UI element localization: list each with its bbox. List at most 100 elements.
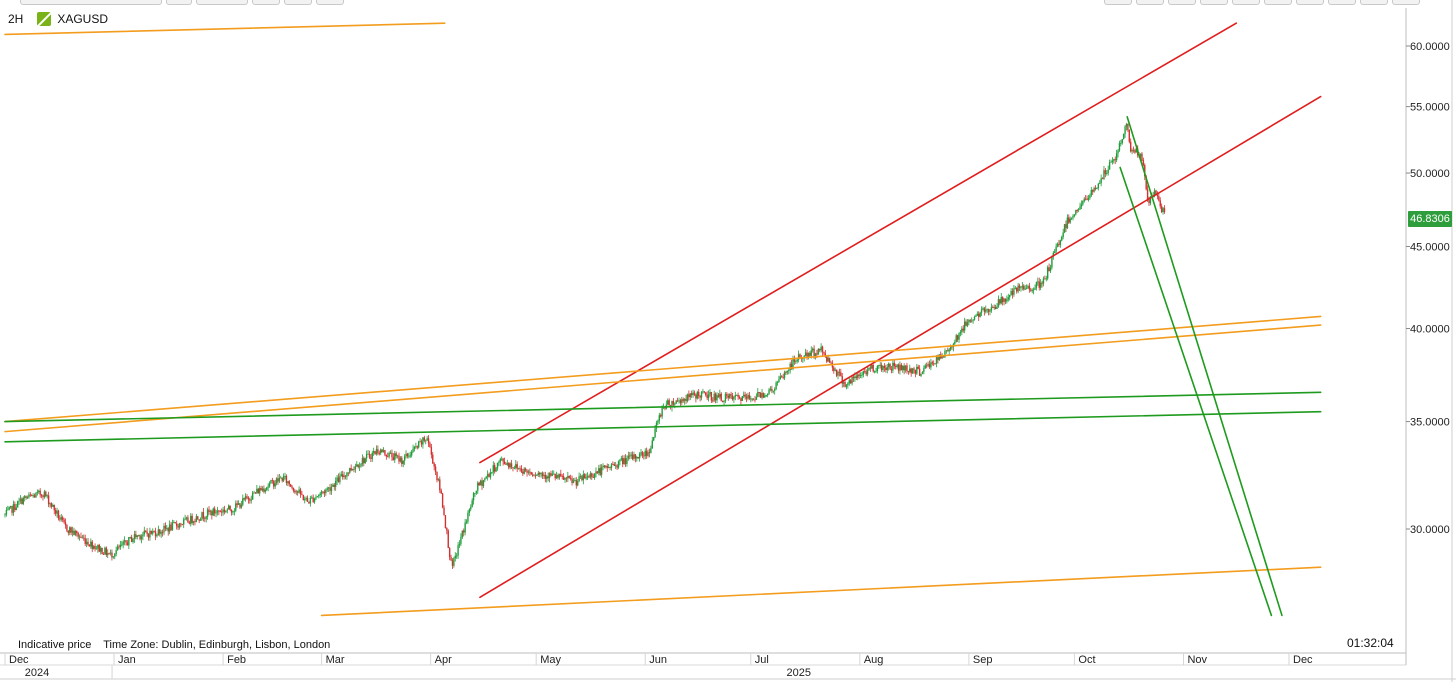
candle-body (976, 313, 979, 316)
candle-body (925, 365, 928, 367)
candle-body (175, 523, 178, 527)
candle-body (617, 461, 620, 468)
candle-body (1135, 148, 1138, 153)
toolbar-button[interactable] (1296, 0, 1324, 5)
candle-body (439, 479, 441, 491)
candle-body (305, 497, 307, 500)
interval-label[interactable]: 2H (8, 12, 24, 26)
candle-body (824, 353, 827, 357)
orange-trendline[interactable] (4, 22, 446, 36)
green-trendline[interactable] (1119, 166, 1273, 617)
candle-body (1032, 289, 1035, 291)
candle-body (312, 497, 314, 502)
orange-trendline[interactable] (320, 566, 1322, 617)
toolbar-button[interactable] (252, 0, 280, 5)
candle-body (1089, 195, 1091, 199)
toolbar-button[interactable] (166, 0, 192, 5)
candle-body (4, 514, 6, 516)
toolbar-button[interactable] (1232, 0, 1260, 5)
candle-body (1027, 285, 1029, 289)
candle-body (330, 486, 333, 491)
toolbar-button[interactable] (1392, 0, 1420, 5)
candle-body (69, 527, 71, 533)
candle-body (942, 355, 945, 358)
toolbar-button[interactable] (196, 0, 248, 5)
candle-body (80, 536, 82, 538)
candle-body (890, 369, 893, 371)
candle-body (809, 353, 811, 356)
toolbar-button[interactable] (1168, 0, 1196, 5)
candle-body (1160, 206, 1163, 212)
candle-body (57, 510, 60, 519)
candle-body (567, 476, 569, 479)
time-tick-label: Aug (864, 654, 884, 666)
toolbar-button[interactable] (1200, 0, 1228, 5)
candle-body (174, 522, 176, 524)
green-trendline[interactable] (1126, 116, 1283, 617)
candle-body (944, 350, 946, 358)
candle-body (1003, 298, 1005, 303)
orange-trendline[interactable] (4, 315, 1322, 423)
candle-body (771, 388, 773, 392)
candle-body (996, 306, 998, 309)
candle-body (401, 457, 403, 464)
symbol-label[interactable]: XAGUSD (57, 12, 109, 26)
toolbar-button[interactable] (1328, 0, 1356, 5)
toolbar-button[interactable] (316, 0, 344, 5)
candle-body (461, 530, 464, 538)
candle-body (8, 507, 10, 510)
plot-area[interactable] (3, 8, 1406, 653)
candle-body (95, 548, 98, 550)
candle-body (219, 511, 221, 513)
candle-body (190, 515, 192, 524)
candle-body (582, 474, 585, 481)
candle-body (692, 392, 694, 396)
candle-body (406, 453, 409, 457)
candle-body (363, 458, 365, 464)
candle-body (668, 400, 670, 406)
candle-body (463, 530, 465, 533)
candle-body (471, 500, 473, 508)
price-axis[interactable]: 60.0000 55.0000 50.0000 45.0000 40.0000 35.00… (1406, 41, 1450, 536)
candle-body (945, 350, 948, 352)
candle-body (633, 454, 635, 459)
orange-trendline[interactable] (4, 324, 1322, 433)
candle-body (764, 395, 766, 398)
candle-body (498, 462, 500, 464)
candle-body (114, 554, 116, 557)
red-trendline[interactable] (479, 22, 1238, 464)
toolbar-button[interactable] (284, 0, 312, 5)
toolbar-button[interactable] (1136, 0, 1164, 5)
red-trendline[interactable] (479, 95, 1322, 599)
candle-body (226, 509, 229, 511)
toolbar-button[interactable] (1264, 0, 1292, 5)
toolbar-button[interactable] (1104, 0, 1132, 5)
time-tick-label: Jun (649, 654, 667, 666)
candle-body (813, 348, 815, 357)
candle-body (1044, 278, 1046, 280)
clock: 01:32:04 (1347, 636, 1394, 650)
time-axis[interactable]: Dec Jan Feb Mar Apr May Jun Jul Aug Sep Oct Nov Dec2… (4, 653, 1313, 679)
candle-body (467, 512, 469, 522)
candle-body (239, 503, 241, 508)
toolbar-button[interactable] (1360, 0, 1388, 5)
timezone-label: Time Zone: Dublin, Edinburgh, Lisbon, Lo… (103, 639, 331, 651)
candle-body (308, 501, 310, 504)
candle-body (280, 477, 282, 479)
toolbar-button[interactable] (20, 0, 162, 5)
candle-body (392, 457, 395, 461)
trendlines-layer[interactable] (4, 22, 1322, 617)
candle-body (1099, 183, 1101, 184)
candle-body (1129, 141, 1132, 152)
candle-body (985, 309, 987, 312)
candle-body (14, 504, 16, 510)
candle-body (1028, 285, 1031, 290)
candle-body (743, 394, 745, 397)
price-tick-label: 30.0000 (1410, 524, 1450, 536)
candle-body (878, 365, 880, 366)
green-trendline[interactable] (4, 391, 1322, 423)
candle-body (1021, 285, 1024, 288)
candle-body (137, 535, 140, 536)
green-trendline[interactable] (4, 410, 1322, 443)
